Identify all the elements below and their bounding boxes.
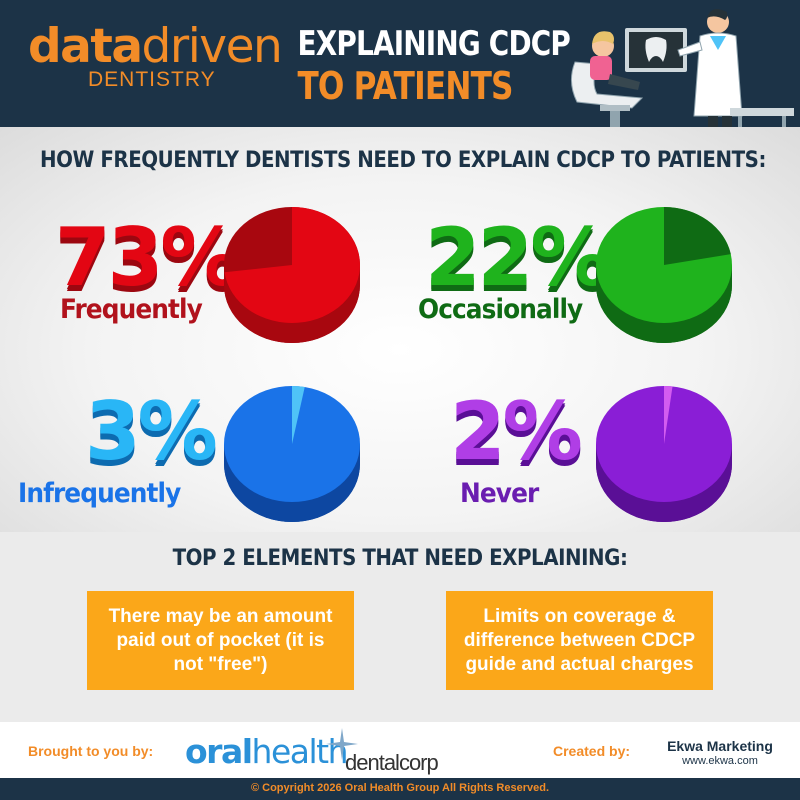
element-box-out-of-pocket: There may be an amount paid out of pocke… [87,591,354,690]
logo-subtitle: DENTISTRY [88,68,216,91]
occasionally-pie-chart [596,207,732,343]
dentalcorp-star-icon [326,728,358,760]
infrequently-percentage: 3% [85,385,218,478]
occasionally-label: Occasionally [418,294,583,325]
pie-slice-frequently [224,207,360,323]
never-pie-chart [596,386,732,522]
oralhealth-logo-health: health [251,732,349,771]
pie-slice-never [664,386,673,444]
logo-driven-text: driven [141,19,283,74]
frequently-label: Frequently [60,294,203,325]
created-by-label: Created by: [553,743,631,759]
infrequently-label: Infrequently [18,478,181,509]
page-title-line1: EXPLAINING CDCP [297,24,571,64]
occasionally-percentage: 22% [425,211,610,304]
brought-to-you-label: Brought to you by: [28,743,154,759]
logo-data-text: data [28,19,143,74]
datadriven-logo: datadriven DENTISTRY [28,19,283,92]
chart-title: HOW FREQUENTLY DENTISTS NEED TO EXPLAIN … [40,148,766,173]
infrequently-pie-chart [224,386,360,522]
frequently-pie-chart [224,207,360,343]
oralhealth-logo-oral: oral [185,732,253,771]
dental-office-illustration [571,9,794,127]
copyright-bar [0,778,800,800]
copyright-text: © Copyright 2026 Oral Health Group All R… [250,782,550,794]
pie-slice-infrequently [292,386,305,444]
never-percentage: 2% [450,385,583,478]
element-box-coverage-limits: Limits on coverage & difference between … [446,591,713,690]
dentalcorp-logo: dentalcorp [345,750,439,775]
ekwa-marketing-name: Ekwa Marketing [667,738,773,754]
frequently-percentage: 73% [55,211,240,304]
ekwa-website-link[interactable]: www.ekwa.com [682,755,758,767]
elements-title: TOP 2 ELEMENTS THAT NEED EXPLAINING: [172,546,628,571]
page-title-line2: TO PATIENTS [297,64,514,108]
pie-slice-occasionally [664,207,731,265]
footer [0,722,800,778]
oralhealth-logo: oralhealth [185,732,349,771]
never-label: Never [460,478,539,509]
